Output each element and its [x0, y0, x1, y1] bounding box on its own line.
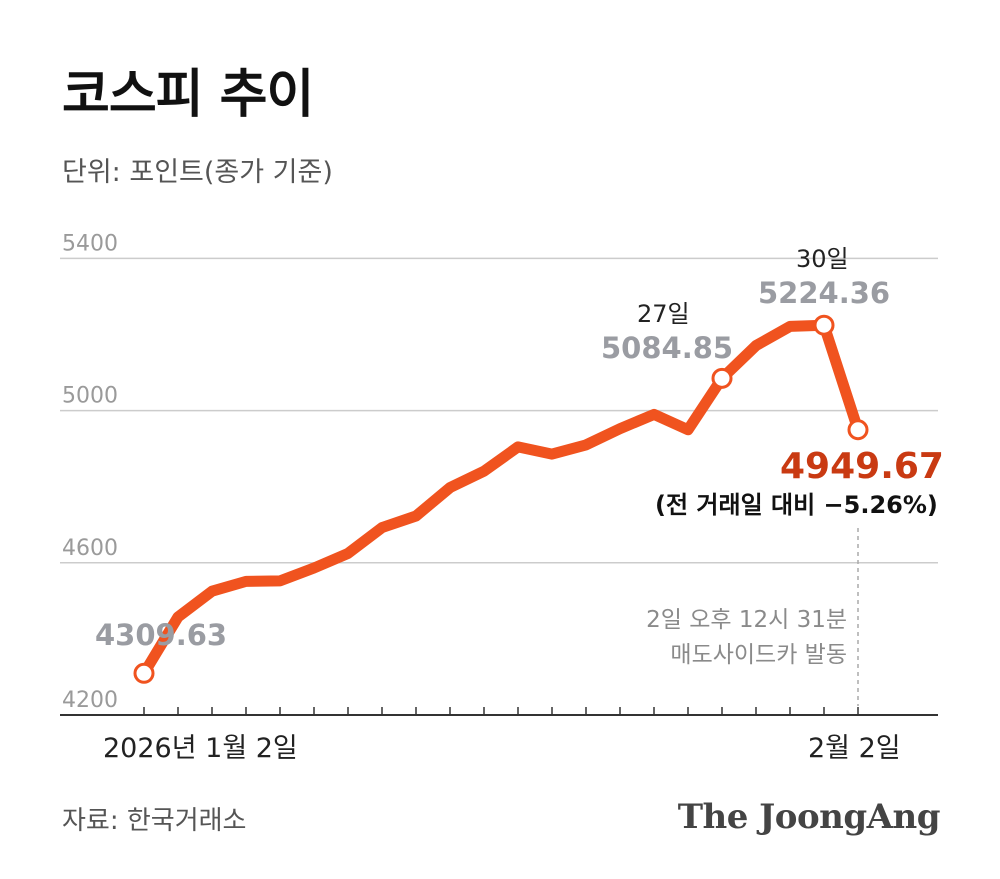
- source-label: 자료: 한국거래소: [62, 806, 247, 836]
- y-tick-labels: 5400 5000 4600 4200: [62, 231, 118, 713]
- day27-label: 27일: [637, 300, 690, 328]
- day27-value-label: 5084.85: [601, 331, 733, 365]
- x-label-start: 2026년 1월 2일: [103, 733, 298, 764]
- final-change-label: (전 거래일 대비 −5.26%): [655, 491, 938, 519]
- start-value-label: 4309.63: [95, 618, 227, 652]
- y-tick-label-4200: 4200: [62, 688, 118, 713]
- marker-start: [133, 662, 155, 684]
- day30-value-label: 5224.36: [758, 276, 890, 310]
- day30-label: 30일: [796, 245, 849, 273]
- marker-final: [847, 419, 869, 441]
- x-tick-marks: [143, 707, 859, 715]
- sidecar-note-line2: 매도사이드카 발동: [670, 642, 847, 668]
- grid-lines: [60, 257, 938, 564]
- marker-day30: [813, 314, 835, 336]
- y-tick-label-4600: 4600: [62, 536, 118, 561]
- final-value-label: 4949.67: [780, 446, 944, 487]
- unit-label: 단위: 포인트(종가 기준): [62, 157, 333, 188]
- highlight-markers: [133, 314, 869, 684]
- y-tick-label-5400: 5400: [62, 231, 118, 256]
- chart-title: 코스피 추이: [62, 65, 314, 125]
- y-tick-label-5000: 5000: [62, 384, 118, 409]
- marker-day27: [711, 367, 733, 389]
- kospi-series-line: [138, 319, 864, 679]
- publisher-logo: The JoongAng: [677, 797, 941, 837]
- x-label-end: 2월 2일: [808, 733, 901, 764]
- sidecar-note-line1: 2일 오후 12시 31분: [646, 607, 847, 633]
